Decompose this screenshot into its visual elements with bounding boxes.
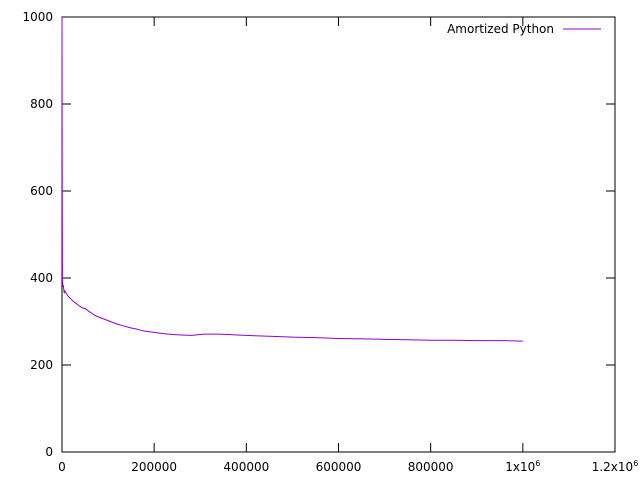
series-layer — [61, 16, 523, 342]
plot-border — [61, 16, 616, 453]
x-tick-label: 0 — [58, 460, 66, 474]
y-tick-label: 400 — [30, 271, 53, 285]
legend-label: Amortized Python — [447, 22, 554, 36]
y-tick-label: 600 — [30, 184, 53, 198]
y-axis-ticks: 0 200 400 600 800 1000 — [22, 10, 615, 459]
x-axis-ticks: 0 200000 400000 600000 800000 1x106 1.2x106 — [58, 17, 638, 474]
series-line — [61, 16, 523, 342]
x-tick-label: 400000 — [223, 460, 269, 474]
y-tick-label: 0 — [45, 445, 53, 459]
x-tick-label: 800000 — [408, 460, 454, 474]
y-tick-label: 200 — [30, 358, 53, 372]
x-tick-label: 200000 — [131, 460, 177, 474]
legend: Amortized Python — [447, 22, 601, 36]
y-tick-label: 1000 — [22, 10, 53, 24]
y-tick-label: 800 — [30, 97, 53, 111]
x-tick-label: 1x106 — [505, 459, 540, 474]
x-tick-label: 600000 — [316, 460, 362, 474]
x-tick-label: 1.2x106 — [592, 459, 639, 474]
